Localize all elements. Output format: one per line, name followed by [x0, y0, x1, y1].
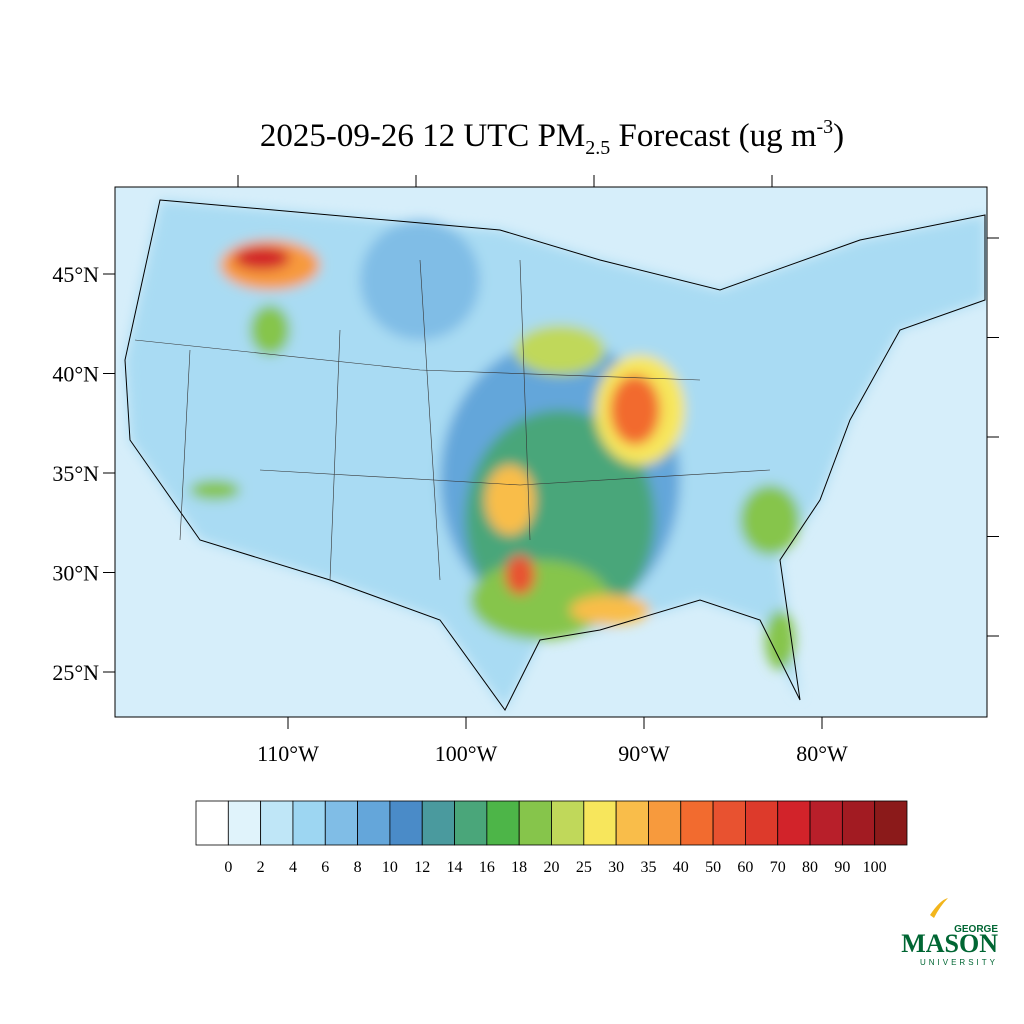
colorbar-label: 70 [770, 859, 786, 876]
lon-label: 100°W [435, 741, 498, 766]
colorbar-label: 90 [834, 859, 850, 876]
colorbar-label: 80 [802, 859, 818, 876]
colorbar-label: 35 [640, 859, 656, 876]
lon-label: 110°W [257, 741, 319, 766]
lat-label: 35°N [52, 461, 99, 486]
colorbar-label: 14 [447, 859, 463, 876]
colorbar-label: 4 [289, 859, 297, 876]
colorbar-label: 30 [608, 859, 624, 876]
map [115, 187, 987, 717]
state-borders [134, 259, 771, 581]
title-text: ) [833, 118, 844, 154]
colorbar-swatch [454, 800, 488, 846]
lon-label: 80°W [796, 741, 848, 766]
colorbar-label: 10 [382, 859, 398, 876]
title-superscript: -3 [816, 116, 833, 138]
title-text: Forecast (ug m [610, 118, 817, 154]
colorbar-label: 12 [414, 859, 430, 876]
concentration-field [125, 200, 985, 710]
colorbar-label: 2 [257, 859, 265, 876]
logo: GEORGE MASON UNIVERSITY [901, 898, 998, 967]
colorbar-swatch [680, 800, 714, 846]
colorbar-swatch [809, 800, 843, 846]
colorbar-label: 16 [479, 859, 495, 876]
colorbar-swatch [874, 800, 908, 846]
colorbar-swatch [551, 800, 585, 846]
title-text: 2025-09-26 12 UTC PM [260, 118, 585, 154]
colorbar-label: 25 [576, 859, 592, 876]
logo-swoosh [930, 898, 948, 918]
logo-main: MASON [901, 929, 998, 958]
colorbar-swatch [615, 800, 649, 846]
colorbar: 0 2 4 6 8 10 12 14 16 18 20 25 30 35 40 50 60 70 80 90 100 [195, 800, 908, 876]
colorbar-swatch [421, 800, 455, 846]
colorbar-label: 0 [224, 859, 232, 876]
colorbar-swatch [389, 800, 423, 846]
colorbar-label: 20 [544, 859, 560, 876]
map-frame [114, 186, 988, 718]
logo-bottom: UNIVERSITY [920, 958, 998, 967]
lat-label: 30°N [52, 561, 99, 586]
lat-label: 25°N [52, 660, 99, 685]
colorbar-swatch [195, 800, 229, 846]
colorbar-swatch [745, 800, 779, 846]
colorbar-swatch [486, 800, 520, 846]
colorbar-label: 50 [705, 859, 721, 876]
colorbar-swatch [324, 800, 358, 846]
colorbar-swatch [518, 800, 552, 846]
colorbar-label: 6 [321, 859, 329, 876]
lat-label: 45°N [52, 262, 99, 287]
colorbar-swatch [583, 800, 617, 846]
colorbar-swatch [777, 800, 811, 846]
colorbar-label: 18 [511, 859, 527, 876]
colorbar-swatch [227, 800, 262, 846]
colorbar-label: 100 [863, 859, 887, 876]
lat-label: 40°N [52, 362, 99, 387]
logo-top: GEORGE [954, 924, 998, 935]
title: 2025-09-26 12 UTC PM2.5 Forecast (ug m-3… [260, 116, 844, 159]
colorbar-label: 40 [673, 859, 689, 876]
colorbar-swatch [841, 800, 876, 846]
colorbar-swatch [292, 800, 326, 846]
colorbar-label: 8 [354, 859, 362, 876]
lon-label: 90°W [618, 741, 670, 766]
colorbar-swatch [357, 800, 391, 846]
colorbar-swatch [260, 800, 294, 846]
coastline [124, 199, 986, 711]
axes: 45°N 40°N 35°N 30°N 25°N 110°W 100°W 90°W 80°W [52, 175, 999, 766]
colorbar-label: 60 [737, 859, 753, 876]
title-subscript: 2.5 [585, 137, 610, 159]
colorbar-swatch [648, 800, 682, 846]
colorbar-swatch [712, 800, 746, 846]
